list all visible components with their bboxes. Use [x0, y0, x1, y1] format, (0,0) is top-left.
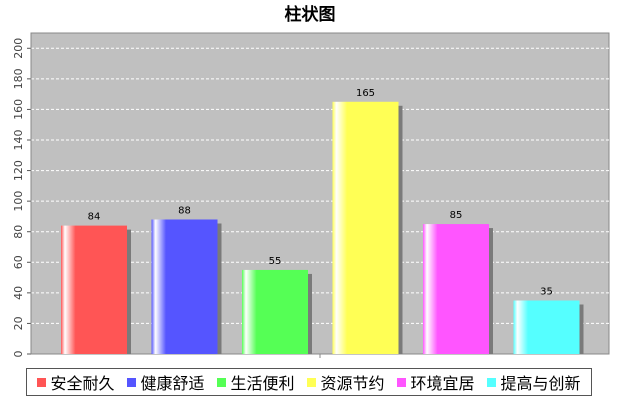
data-label: 85: [450, 210, 463, 221]
legend-label: 健康舒适: [140, 374, 205, 393]
data-label: 84: [88, 212, 101, 223]
legend-label: 资源节约: [320, 374, 385, 393]
bar-4: [332, 101, 399, 355]
bar-2: [151, 219, 218, 354]
data-label: 165: [356, 88, 375, 99]
y-tick-label: 180: [12, 68, 25, 89]
legend-item: 健康舒适: [127, 370, 205, 394]
bar-6: [513, 300, 580, 354]
chart-title: 柱状图: [285, 4, 336, 25]
legend-item: 资源节约: [307, 370, 385, 394]
legend-swatch: [307, 377, 317, 387]
legend-label: 环境宜居: [410, 374, 475, 393]
y-tick-label: 100: [12, 191, 25, 212]
legend-swatch: [37, 377, 47, 387]
y-tick-label: 20: [12, 316, 25, 330]
data-label: 88: [178, 205, 191, 216]
legend-item: 生活便利: [217, 370, 295, 394]
data-label: 35: [540, 287, 553, 298]
legend-swatch: [397, 377, 407, 387]
legend-swatch: [127, 377, 137, 387]
data-label: 55: [269, 256, 282, 267]
legend-label: 生活便利: [230, 374, 295, 393]
bar-5: [423, 224, 489, 354]
y-tick-label: 140: [12, 130, 25, 151]
legend-item: 环境宜居: [397, 370, 475, 394]
legend-label: 安全耐久: [50, 374, 115, 393]
bar-3: [242, 269, 308, 354]
y-tick-label: 120: [12, 160, 25, 181]
y-tick-label: 200: [12, 38, 25, 59]
legend-item: 安全耐久: [37, 370, 115, 394]
chart-legend: 安全耐久 健康舒适 生活便利 资源节约 环境宜居 提高与创新: [26, 368, 592, 396]
y-tick-label: 0: [12, 351, 25, 358]
y-tick-label: 40: [12, 286, 25, 300]
legend-item: 提高与创新: [487, 370, 581, 394]
legend-swatch: [217, 377, 227, 387]
legend-label: 提高与创新: [500, 374, 581, 393]
y-tick-label: 60: [12, 255, 25, 269]
legend-swatch: [487, 377, 497, 387]
y-tick-label: 160: [12, 99, 25, 120]
bar-1: [61, 225, 127, 354]
y-tick-label: 80: [12, 225, 25, 239]
